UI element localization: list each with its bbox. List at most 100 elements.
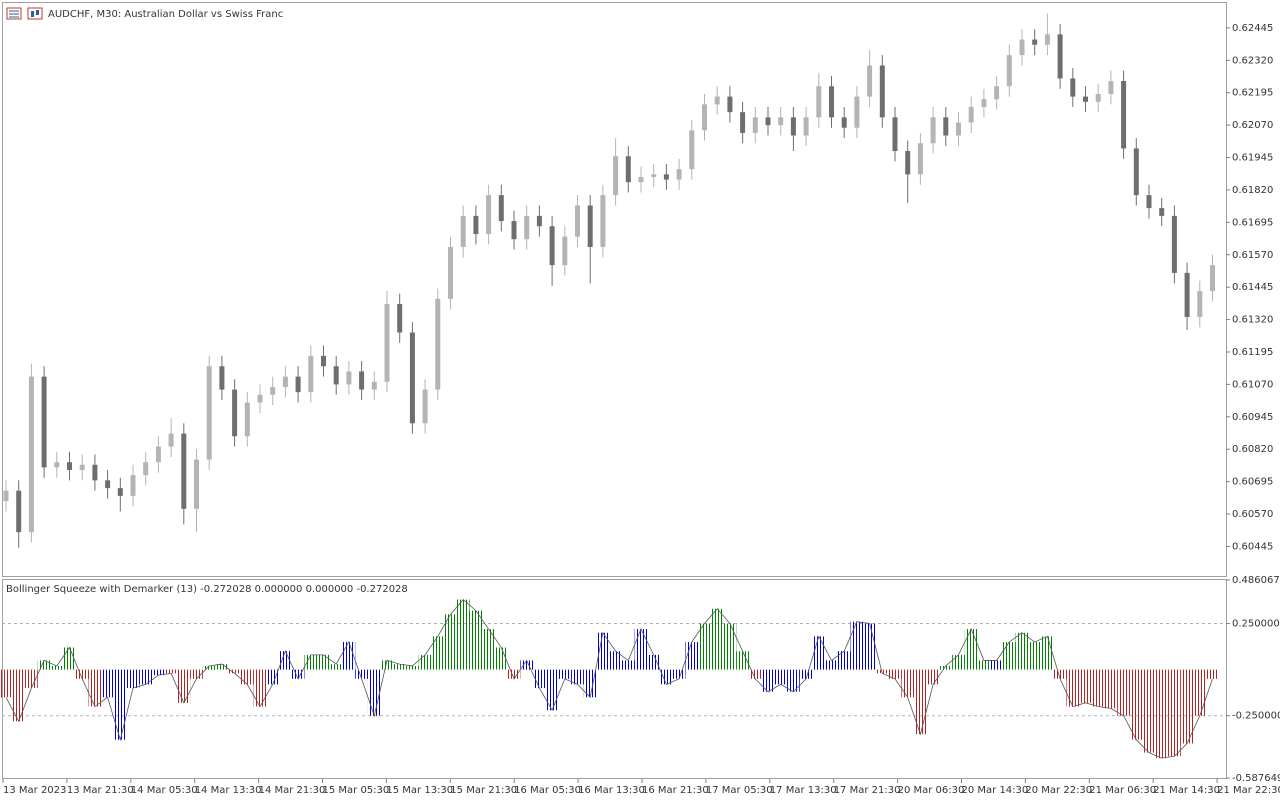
candle-body — [1095, 94, 1101, 102]
candle-body — [1006, 55, 1012, 87]
candle-body — [460, 215, 466, 247]
histogram-bar — [748, 669, 762, 679]
histogram-bar — [0, 669, 13, 698]
histogram-bar — [253, 669, 267, 707]
x-tick-label: 21 Mar 14:30 — [1153, 785, 1220, 796]
histogram-bar — [152, 669, 165, 676]
candle-body — [714, 96, 720, 105]
histogram-bar — [571, 669, 584, 685]
histogram-bar — [63, 647, 76, 670]
candle-body — [308, 355, 314, 393]
histogram-bar — [329, 664, 343, 670]
candle-body — [740, 112, 746, 133]
histogram-bar — [1066, 669, 1080, 707]
candle-body — [968, 106, 974, 123]
histogram-bar — [812, 636, 826, 670]
histogram-bar — [202, 665, 216, 670]
candle-body — [663, 174, 669, 180]
histogram-bar — [1206, 669, 1219, 679]
x-tick-label: 15 Mar 05:30 — [323, 785, 390, 796]
candle-body — [270, 386, 276, 395]
indicator-title: Bollinger Squeeze with Demarker (13) -0.… — [6, 584, 408, 595]
histogram-bar — [888, 669, 902, 679]
y-tick-label: 0.60945 — [1232, 412, 1273, 423]
x-tick-label: 16 Mar 05:30 — [514, 785, 581, 796]
histogram-bar — [164, 669, 178, 674]
candle-body — [943, 117, 949, 136]
y-tick-label: 0.60695 — [1232, 477, 1273, 488]
histogram-bar — [75, 669, 89, 679]
candle-body — [1019, 39, 1025, 56]
histogram-bar — [1142, 669, 1156, 753]
candle-body — [778, 117, 784, 126]
x-tick-label: 17 Mar 13:30 — [770, 785, 837, 796]
histogram-bar — [863, 623, 876, 670]
y-tick-label: 0.62070 — [1232, 120, 1273, 131]
histogram-bar — [367, 669, 381, 716]
histogram-bar — [914, 669, 927, 735]
x-tick-label: 14 Mar 05:30 — [131, 785, 198, 796]
histogram-bar — [126, 669, 140, 689]
histogram-bar — [1193, 669, 1207, 716]
histogram-bar — [431, 636, 445, 670]
histogram-bar — [545, 669, 559, 711]
candle-body — [1044, 34, 1050, 45]
candle-body — [816, 86, 822, 118]
histogram-bar — [494, 647, 508, 670]
y-tick-label: 0.62195 — [1232, 88, 1273, 99]
histogram-bar — [1117, 669, 1130, 716]
candle-body — [1146, 195, 1152, 209]
y-tick-label: 0.61195 — [1232, 347, 1273, 358]
candle-body — [892, 117, 898, 152]
histogram-bar — [977, 660, 991, 670]
histogram-bar — [507, 669, 521, 679]
histogram-bar — [240, 669, 254, 685]
candle-body — [613, 156, 619, 196]
candle-body — [1121, 81, 1127, 149]
candle-body — [384, 304, 390, 382]
candle-body — [1159, 208, 1165, 216]
histogram-bar — [710, 608, 724, 670]
candle-body — [676, 169, 682, 180]
histogram-bar — [1129, 669, 1143, 740]
histogram-bar — [418, 654, 432, 670]
candle-body — [473, 215, 479, 235]
icon-chart[interactable] — [27, 7, 43, 20]
histogram-bar — [647, 654, 661, 670]
candle-body — [28, 376, 34, 533]
candle-body — [1032, 39, 1038, 45]
candle-body — [486, 195, 492, 235]
x-tick-label: 15 Mar 13:30 — [386, 785, 453, 796]
y-tick-label: 0.61695 — [1232, 217, 1273, 228]
histogram-bar — [444, 614, 457, 670]
histogram-bar — [88, 669, 102, 707]
candle-body — [956, 122, 961, 136]
histogram-bar — [533, 669, 546, 689]
histogram-bar — [1155, 669, 1169, 759]
x-tick-label: 14 Mar 21:30 — [259, 785, 326, 796]
histogram-bar — [12, 669, 26, 722]
histogram-bar — [1053, 669, 1067, 679]
histogram-bar — [266, 669, 280, 685]
histogram-bar — [761, 669, 775, 692]
candle-body — [168, 433, 174, 447]
candle-body — [524, 215, 530, 240]
candle-body — [651, 174, 657, 177]
y-tick-label: 0.60820 — [1232, 444, 1273, 455]
candle-body — [1057, 34, 1063, 79]
candle-body — [321, 355, 326, 367]
candle-body — [727, 96, 733, 113]
histogram-bar — [304, 654, 318, 670]
histogram-bar — [317, 654, 330, 670]
candle-body — [587, 205, 593, 247]
histogram-bar — [1028, 641, 1042, 670]
y-tick-label: 0.62320 — [1232, 55, 1273, 66]
histogram-bar — [952, 654, 965, 670]
x-tick-label: 13 Mar 2023 — [3, 785, 66, 796]
y-tick-label: 0.61945 — [1232, 153, 1273, 164]
x-tick-label: 17 Mar 05:30 — [706, 785, 773, 796]
histogram-bar — [406, 665, 419, 670]
candle-body — [219, 366, 225, 390]
chart-title: AUDCHF, M30: Australian Dollar vs Swiss … — [48, 9, 283, 20]
